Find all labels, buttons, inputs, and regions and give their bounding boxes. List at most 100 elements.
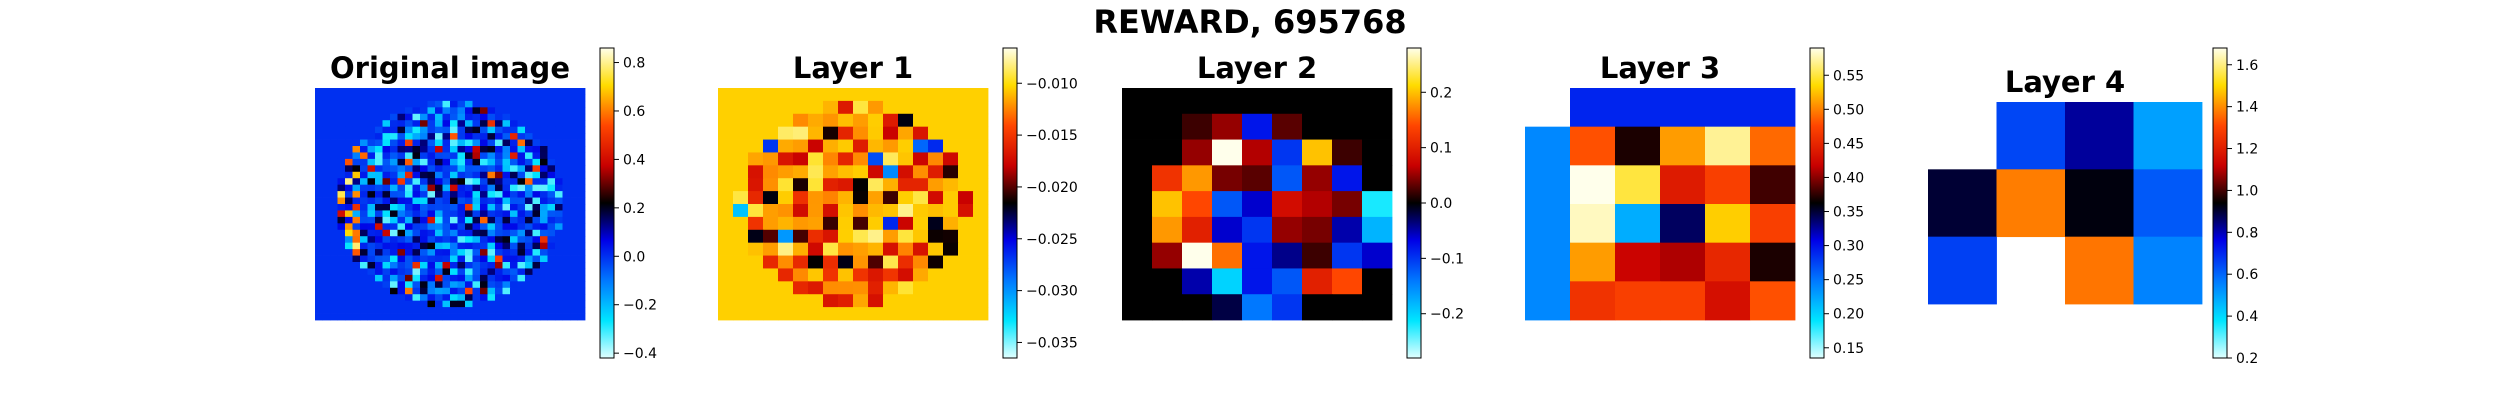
heatmap-cell <box>793 294 809 308</box>
heatmap-cell <box>405 223 413 231</box>
heatmap-cell <box>450 126 458 134</box>
heatmap-cell <box>345 100 353 108</box>
heatmap-cell <box>1152 165 1183 192</box>
heatmap-cell <box>337 126 346 134</box>
heatmap-cell <box>943 255 959 269</box>
heatmap-cell <box>382 158 391 166</box>
heatmap-cell <box>397 262 406 269</box>
heatmap-cell <box>330 120 338 128</box>
heatmap-cell <box>465 262 473 269</box>
heatmap-cell <box>322 165 331 173</box>
heatmap-cell <box>958 139 974 153</box>
heatmap-cell <box>382 268 391 276</box>
heatmap-cell <box>778 216 794 231</box>
heatmap-cell <box>532 94 541 102</box>
heatmap-cell <box>450 242 458 250</box>
heatmap-cell <box>562 307 571 314</box>
heatmap-cell <box>457 262 466 269</box>
heatmap-cell <box>382 100 391 108</box>
heatmap-cell <box>435 191 443 198</box>
heatmap-cell <box>322 100 331 108</box>
heatmap-cell <box>457 171 466 179</box>
heatmap-cell <box>510 146 518 153</box>
heatmap-cell <box>502 307 511 314</box>
heatmap-cell <box>412 113 421 121</box>
heatmap-cell <box>853 100 869 115</box>
heatmap-cell <box>763 242 779 256</box>
heatmap-cell <box>405 88 413 95</box>
heatmap-cell <box>495 242 503 250</box>
heatmap-cell <box>1996 102 2066 170</box>
heatmap-cell <box>748 294 764 308</box>
heatmap-cell <box>322 255 331 263</box>
heatmap-cell <box>532 281 541 289</box>
heatmap-cell <box>555 262 563 269</box>
heatmap-cell <box>450 184 458 192</box>
heatmap-cell <box>397 152 406 160</box>
heatmap-cell <box>330 146 338 153</box>
colorbar-tick-label: 0.8 <box>2236 225 2258 241</box>
heatmap-cell <box>778 126 794 140</box>
panel-title: Layer 1 <box>793 51 913 85</box>
heatmap-cell <box>465 307 473 314</box>
heatmap-cell <box>973 100 989 115</box>
heatmap-cell <box>577 146 586 153</box>
heatmap-cell <box>943 229 959 244</box>
heatmap-cell <box>502 274 511 282</box>
heatmap-cell <box>405 171 413 179</box>
heatmap-cell <box>382 236 391 244</box>
heatmap-cell <box>397 120 406 128</box>
heatmap-cell <box>450 216 458 224</box>
heatmap-cell <box>352 191 361 198</box>
heatmap-cell <box>510 268 518 276</box>
heatmap-cell <box>868 178 884 192</box>
heatmap-cell <box>390 300 398 308</box>
heatmap-cell <box>1152 191 1183 218</box>
heatmap-cell <box>457 236 466 244</box>
panel-title: Original image <box>330 51 570 85</box>
heatmap-cell <box>943 152 959 166</box>
heatmap-cell <box>502 133 511 140</box>
heatmap-cell <box>442 204 451 211</box>
heatmap-cell <box>435 210 443 218</box>
heatmap-cell <box>472 152 481 160</box>
heatmap-cell <box>337 88 346 95</box>
heatmap-cell <box>330 113 338 121</box>
heatmap-cell <box>562 133 571 140</box>
heatmap-cell <box>1570 165 1616 205</box>
heatmap-cell <box>367 184 376 192</box>
heatmap-cell <box>420 216 428 224</box>
heatmap-cell <box>442 281 451 289</box>
heatmap-cell <box>450 255 458 263</box>
heatmap-cell <box>570 139 578 147</box>
heatmap-cell <box>778 191 794 205</box>
heatmap-cell <box>555 94 563 102</box>
heatmap-cell <box>973 229 989 244</box>
heatmap-cell <box>517 307 526 314</box>
heatmap-cell <box>928 165 944 179</box>
colorbar-tick-label: 0.45 <box>1833 136 1864 152</box>
heatmap-cell <box>465 223 473 231</box>
heatmap-cell <box>457 216 466 224</box>
heatmap-cell <box>330 287 338 295</box>
heatmap-cell <box>913 255 929 269</box>
heatmap-cell <box>1750 126 1796 166</box>
heatmap-cell <box>1212 242 1243 269</box>
heatmap-cell <box>337 262 346 269</box>
heatmap-cell <box>540 300 548 308</box>
heatmap-cell <box>577 133 586 140</box>
heatmap-cell <box>510 171 518 179</box>
heatmap-cell <box>375 171 383 179</box>
heatmap-cell <box>913 152 929 166</box>
colorbar-tick-label: −0.025 <box>1026 232 1078 248</box>
heatmap-cell <box>943 178 959 192</box>
heatmap-cell <box>898 100 914 115</box>
heatmap-cell <box>390 191 398 198</box>
heatmap-cell <box>577 113 586 121</box>
heatmap-cell <box>450 287 458 295</box>
heatmap-cell <box>442 178 451 186</box>
heatmap-cell <box>532 268 541 276</box>
heatmap-cell <box>375 255 383 263</box>
heatmap-cell <box>345 88 353 95</box>
heatmap-cell <box>420 100 428 108</box>
